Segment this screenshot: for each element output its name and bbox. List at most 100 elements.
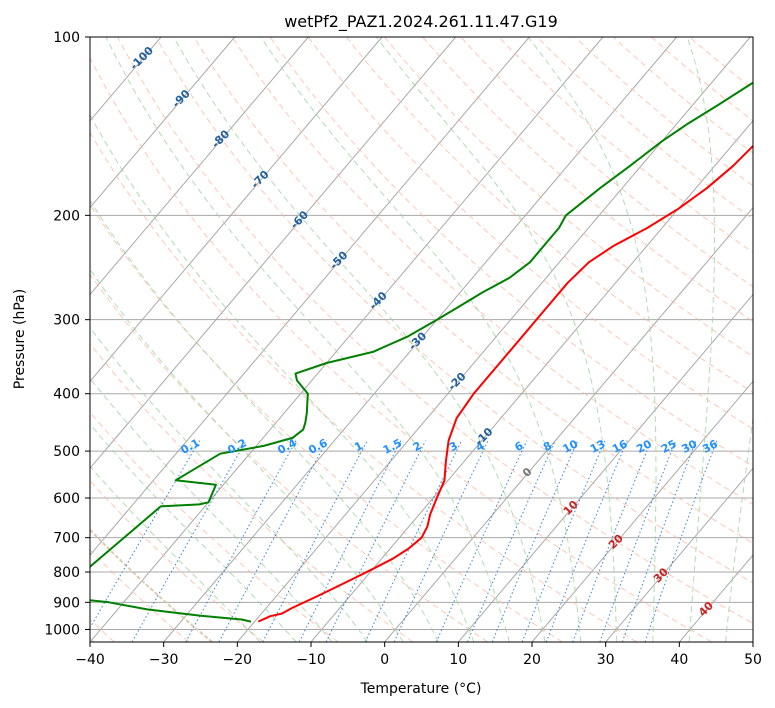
x-tick-label: 0 <box>380 652 389 668</box>
dry-adiabat-line <box>90 131 638 642</box>
dry-adiabat-line <box>536 37 753 220</box>
moist-adiabat-line <box>260 37 582 642</box>
dry-adiabat-line <box>90 273 488 642</box>
moist-adiabat-line <box>90 423 297 642</box>
mixing-ratio-label: 25 <box>659 437 679 456</box>
moist-adiabat-line <box>173 37 546 642</box>
x-tick-label: 40 <box>670 652 688 668</box>
isotherm-line <box>90 37 383 383</box>
dry-adiabat-line <box>231 37 753 505</box>
isotherm-line <box>90 37 309 296</box>
y-tick-label: 400 <box>53 387 80 403</box>
dry-adiabat-line <box>90 56 712 642</box>
dry-adiabat-line <box>90 342 414 642</box>
x-tick-label: −20 <box>223 652 253 668</box>
mixing-ratio-label: 1.5 <box>381 436 404 457</box>
profile-line-2 <box>90 81 753 623</box>
profile-line-1 <box>257 144 753 623</box>
dry-adiabat-line <box>117 37 753 625</box>
isotherm-line <box>310 120 753 642</box>
isotherm-line <box>90 37 530 556</box>
isotherm-line <box>752 641 753 642</box>
y-tick-label: 300 <box>53 313 80 329</box>
moist-adiabat-line <box>90 326 369 642</box>
dry-adiabat-line <box>269 37 753 467</box>
x-tick-label: 50 <box>744 652 762 668</box>
mixing-ratio-line <box>621 440 697 642</box>
y-axis-ticks: 100 200 300 400 500 600 700 800 900 1000 <box>44 30 90 638</box>
isotherm-line <box>90 37 236 209</box>
y-tick-label: 500 <box>53 444 80 460</box>
mixing-ratio-line <box>599 440 677 642</box>
x-tick-label: 10 <box>449 652 467 668</box>
x-tick-label: −10 <box>296 652 326 668</box>
isotherm-line <box>90 37 457 470</box>
mixing-ratio-line <box>218 440 328 642</box>
dry-adiabat-line <box>90 411 339 642</box>
chart-title: wetPf2_PAZ1.2024.261.11.47.G19 <box>284 12 558 32</box>
dry-adiabat-line <box>155 37 753 584</box>
mixing-ratio-label: 6 <box>513 439 526 454</box>
mixing-ratio-line <box>185 440 297 642</box>
dry-adiabat-line <box>689 37 753 90</box>
y-tick-label: 100 <box>53 30 80 46</box>
moist-adiabat-line <box>90 199 439 642</box>
mixing-ratio-line <box>491 440 579 642</box>
mixing-ratio-line <box>262 440 368 642</box>
isotherm-line <box>678 554 753 642</box>
mixing-ratio-line <box>393 440 489 642</box>
y-tick-label: 700 <box>53 531 80 547</box>
mixing-ratio-label: 30 <box>680 437 700 456</box>
moist-adiabat-line <box>105 37 510 642</box>
mixing-ratio-label: 0.6 <box>306 436 330 457</box>
moist-adiabat-line <box>90 114 475 642</box>
moist-adiabat-line <box>686 37 715 642</box>
dry-adiabat-line <box>460 37 753 288</box>
mixing-ratio-label: 0.2 <box>225 436 248 457</box>
dry-adiabat-line <box>574 37 753 187</box>
x-tick-label: −40 <box>75 652 105 668</box>
isotherm-line <box>236 37 751 642</box>
dry-adiabat-line <box>193 37 753 544</box>
dry-adiabat-line <box>422 37 753 322</box>
mixing-ratio-line <box>298 440 402 642</box>
y-tick-label: 200 <box>53 208 80 224</box>
x-axis-label: Temperature (°C) <box>360 681 482 697</box>
dry-adiabat-line <box>651 37 753 122</box>
dry-adiabat-line <box>498 37 753 254</box>
x-tick-label: 20 <box>523 652 541 668</box>
moist-adiabat-line <box>762 37 775 642</box>
mixing-ratio-label: 1 <box>352 439 365 454</box>
mixing-ratio-label: 3 <box>447 439 460 454</box>
dry-adiabat-line <box>613 37 753 154</box>
dry-adiabat-line <box>307 37 753 430</box>
mixing-ratio-line <box>467 440 556 642</box>
dry-adiabat-line <box>90 203 563 642</box>
profile-series <box>90 81 753 623</box>
mixing-ratio-line <box>325 440 427 642</box>
isotherm-line <box>457 293 753 642</box>
y-tick-label: 800 <box>53 565 80 581</box>
mixing-ratio-line <box>131 440 247 642</box>
gridlines <box>90 37 775 642</box>
y-axis-label: Pressure (hPa) <box>12 289 28 389</box>
isotherm-line <box>90 37 604 642</box>
mixing-ratio-label: 10 <box>561 437 581 456</box>
y-tick-label: 600 <box>53 491 80 507</box>
dry-adiabat-line <box>90 548 190 642</box>
mixing-ratio-line <box>364 440 463 642</box>
isotherm-line <box>605 467 753 642</box>
moist-adiabat-line <box>90 465 261 642</box>
mixing-ratio-line <box>644 440 718 642</box>
plot-frame <box>89 36 754 643</box>
moist-adiabat-line <box>90 268 404 642</box>
mixing-ratio-label: 20 <box>634 437 654 456</box>
mixing-ratio-label: 36 <box>700 437 720 456</box>
moist-adiabat-line <box>90 377 333 642</box>
x-tick-label: 30 <box>597 652 615 668</box>
mixing-ratio-label: 13 <box>588 437 608 456</box>
dry-adiabat-line <box>90 480 264 642</box>
y-tick-label: 900 <box>53 595 80 611</box>
x-tick-label: −30 <box>149 652 179 668</box>
